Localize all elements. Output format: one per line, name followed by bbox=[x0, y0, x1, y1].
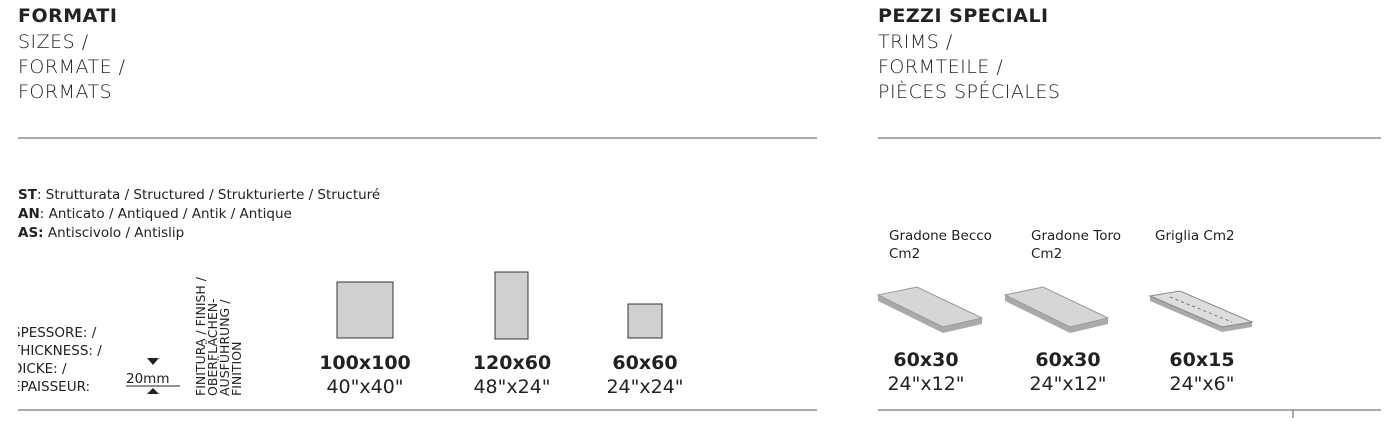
legend-text: : Anticato / Antiqued / Antik / Antique bbox=[40, 206, 292, 222]
trim-inch: 24"x12" bbox=[887, 373, 964, 395]
finish-label: FINITURA / FINISH / bbox=[193, 276, 208, 396]
trim-name: Gradone Toro bbox=[1031, 228, 1121, 244]
thickness-labels: SPESSORE: / THICKNESS: / DICKE: /ÉPAISSEUR… bbox=[11, 325, 102, 395]
trim-cm: 60x30 bbox=[893, 349, 958, 371]
trim-name: Gradone Becco bbox=[889, 228, 992, 244]
section-subtitle: PIÈCES SPÉCIALES bbox=[878, 80, 1060, 103]
size-cm: 60x60 bbox=[612, 352, 677, 374]
section-title: PEZZI SPECIALI bbox=[878, 5, 1049, 27]
size-cm: 100x100 bbox=[319, 352, 411, 374]
finish-label: AUSFÜHRUNG / bbox=[216, 299, 232, 396]
trim-name: Griglia Cm2 bbox=[1155, 228, 1235, 244]
legend-code: ST bbox=[18, 187, 38, 203]
legend-code: AN bbox=[18, 206, 40, 222]
legend-code: AS: bbox=[18, 225, 44, 241]
tile-shape bbox=[336, 281, 394, 339]
size-inch: 40"x40" bbox=[326, 376, 403, 398]
trim-shape bbox=[876, 286, 984, 333]
legend-text: : Strutturata / Structured / Strukturier… bbox=[37, 187, 380, 203]
thickness-value: 20mm bbox=[126, 371, 169, 387]
legend-text: Antiscivolo / Antislip bbox=[44, 225, 185, 241]
trim-name: Cm2 bbox=[889, 246, 920, 262]
section-subtitle: SIZES / bbox=[18, 31, 89, 53]
finish-label: OBERFLÄCHEN- bbox=[205, 298, 220, 396]
tile-shape bbox=[627, 303, 663, 339]
size-inch: 48"x24" bbox=[473, 376, 550, 398]
section-title: FORMATI bbox=[18, 5, 117, 27]
thickness-label: SPESSORE: / bbox=[12, 325, 97, 341]
trim-cm: 60x30 bbox=[1035, 349, 1100, 371]
thickness-label: ÉPAISSEUR: bbox=[12, 378, 90, 395]
section-subtitle: FORMATE / bbox=[18, 56, 126, 78]
trim-name: Cm2 bbox=[1031, 246, 1062, 262]
legend-line: ST: Strutturata / Structured / Strukturi… bbox=[18, 187, 380, 203]
section-subtitle: TRIMS / bbox=[878, 31, 953, 53]
thickness-arrows bbox=[126, 358, 180, 394]
trim-inch: 24"x6" bbox=[1170, 373, 1235, 395]
finish-label: FINITION bbox=[229, 342, 244, 396]
trim-inch: 24"x12" bbox=[1029, 373, 1106, 395]
legend-line: AN: Anticato / Antiqued / Antik / Antiqu… bbox=[18, 206, 292, 222]
section-subtitle: FORMTEILE / bbox=[878, 56, 1003, 78]
trim-shape bbox=[1003, 286, 1110, 333]
legend-line: AS: Antiscivolo / Antislip bbox=[18, 225, 184, 241]
tile-shape bbox=[494, 271, 529, 340]
thickness-label: THICKNESS: / bbox=[11, 343, 102, 359]
trim-cm: 60x15 bbox=[1169, 349, 1234, 371]
section-subtitle: FORMATS bbox=[18, 81, 112, 103]
size-inch: 24"x24" bbox=[606, 376, 683, 398]
thickness-label: DICKE: / bbox=[12, 361, 67, 377]
size-cm: 120x60 bbox=[473, 352, 551, 374]
trim-shape bbox=[1148, 290, 1254, 332]
